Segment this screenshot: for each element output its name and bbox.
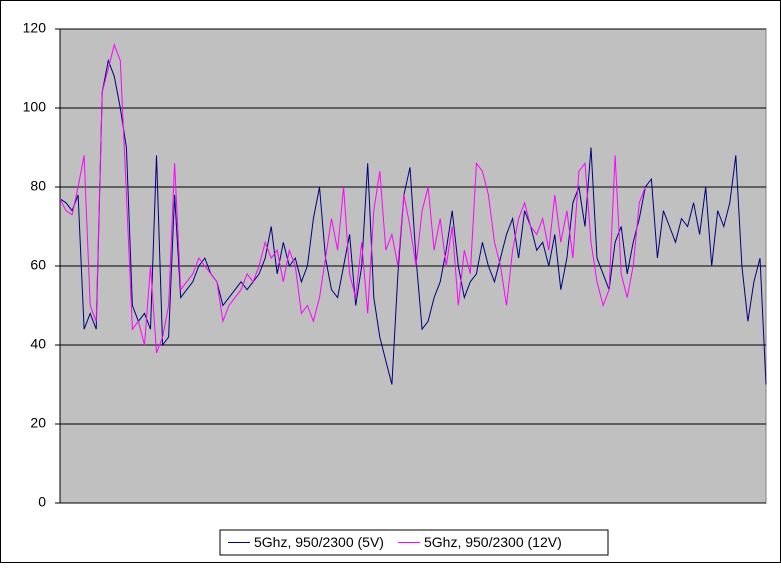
y-tick-label: 100 bbox=[23, 99, 47, 115]
y-tick-label: 40 bbox=[30, 336, 46, 352]
series-line bbox=[59, 58, 767, 385]
series-line bbox=[59, 43, 646, 354]
legend-label: 5Ghz, 950/2300 (12V) bbox=[424, 534, 562, 550]
y-tick-label: 20 bbox=[30, 415, 46, 431]
legend-label: 5Ghz, 950/2300 (5V) bbox=[254, 534, 384, 550]
y-tick-label: 120 bbox=[23, 20, 47, 36]
y-tick-label: 80 bbox=[30, 178, 46, 194]
y-tick-label: 0 bbox=[38, 494, 46, 510]
y-tick-label: 60 bbox=[30, 257, 46, 273]
